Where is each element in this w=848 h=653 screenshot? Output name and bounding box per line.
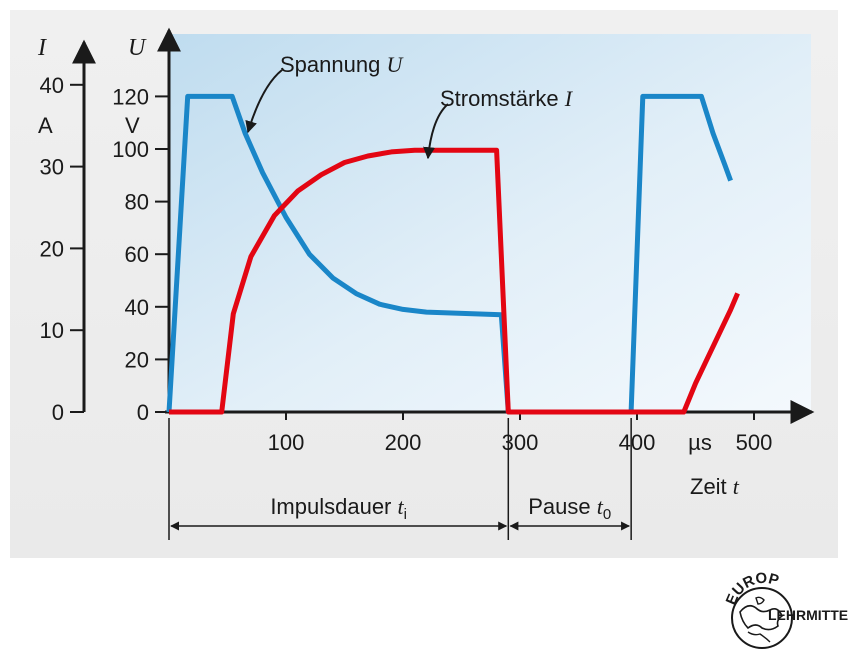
annotation-layer: Spannung U Stromstärke I Impulsdauer ti Pau… <box>168 52 632 540</box>
impulse-label: Impulsdauer ti <box>270 494 407 523</box>
x-tick-label: 400 <box>619 430 656 455</box>
x-tick-label: 200 <box>385 430 422 455</box>
globe-icon <box>731 587 793 649</box>
voltage-tick-label: 100 <box>112 137 149 162</box>
x-axis-unit: µs <box>688 430 712 455</box>
voltage-axis-var: U <box>128 35 147 61</box>
voltage-tick-label: 60 <box>125 242 149 267</box>
current-series-line <box>169 147 740 415</box>
logo-bottom-text: LEHRMITTEL <box>768 607 848 623</box>
current-tick-label: 0 <box>52 400 64 425</box>
voltage-axis-unit: V <box>125 113 140 138</box>
voltage-series-line <box>166 93 733 415</box>
series-layer <box>166 93 740 415</box>
voltage-label-pointer <box>245 69 283 134</box>
x-tick-label: 500 <box>736 430 773 455</box>
voltage-series-label: Spannung U <box>280 52 404 77</box>
current-axis-unit: A <box>38 113 53 138</box>
current-label-pointer <box>423 103 449 160</box>
x-tick-label: 300 <box>502 430 539 455</box>
pause-label: Pause t0 <box>528 494 611 523</box>
x-axis-label: Zeit t <box>690 474 740 499</box>
current-tick-label: 30 <box>40 155 64 180</box>
voltage-tick-label: 20 <box>125 347 149 372</box>
x-tick-label: 100 <box>268 430 305 455</box>
voltage-tick-label: 0 <box>137 400 149 425</box>
current-tick-label: 20 <box>40 236 64 261</box>
current-axis-var: I <box>37 35 47 61</box>
current-tick-label: 40 <box>40 73 64 98</box>
voltage-tick-label: 80 <box>125 190 149 215</box>
current-series-label: Stromstärke I <box>440 86 574 111</box>
voltage-tick-label: 120 <box>112 84 149 109</box>
current-tick-label: 10 <box>40 318 64 343</box>
voltage-tick-label: 40 <box>125 295 149 320</box>
